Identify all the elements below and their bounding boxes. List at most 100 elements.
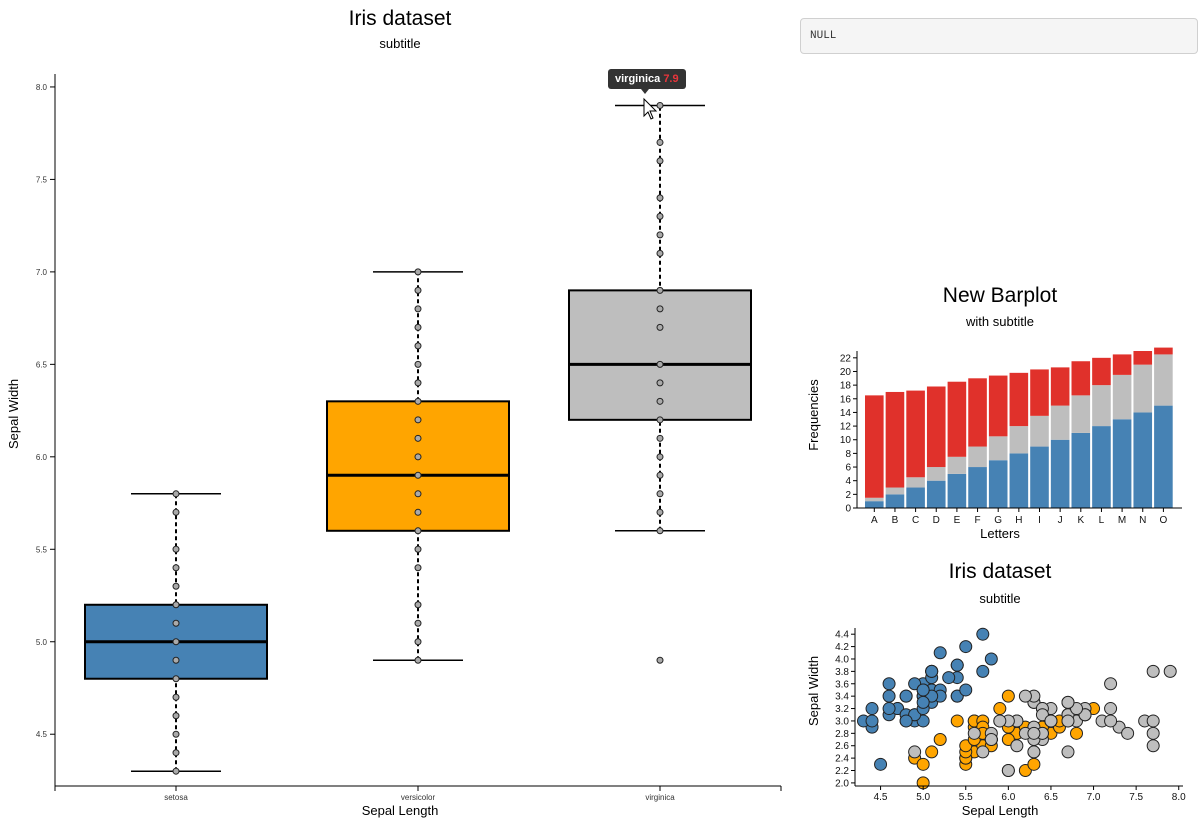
bar-N-grey[interactable] (1133, 364, 1153, 413)
bar-M-blue[interactable] (1112, 419, 1132, 508)
box-point[interactable] (414, 323, 422, 331)
scatter-point-virginica[interactable] (1027, 745, 1041, 759)
scatter-point-setosa[interactable] (882, 677, 896, 691)
box-point[interactable] (656, 379, 664, 387)
scatter-point-versicolor[interactable] (950, 714, 964, 728)
scatter-point-setosa[interactable] (950, 658, 964, 672)
box-point[interactable] (414, 619, 422, 627)
bar-O-red[interactable] (1154, 347, 1173, 355)
bar-D-blue[interactable] (926, 480, 946, 508)
box-point[interactable] (172, 490, 180, 498)
box-point[interactable] (172, 693, 180, 701)
scatter-point-virginica[interactable] (976, 745, 990, 759)
box-point[interactable] (172, 545, 180, 553)
box-point[interactable] (656, 508, 664, 516)
scatter-point-setosa[interactable] (925, 664, 939, 678)
box-point[interactable] (656, 138, 664, 146)
scatter-point-setosa[interactable] (942, 671, 956, 685)
box-point[interactable] (656, 656, 664, 664)
scatter-point-setosa[interactable] (976, 664, 990, 678)
bar-J-red[interactable] (1050, 367, 1070, 406)
box-point[interactable] (172, 582, 180, 590)
scatter-point-virginica[interactable] (1061, 714, 1075, 728)
scatter-point-virginica[interactable] (1146, 664, 1160, 678)
box-point[interactable] (656, 249, 664, 257)
box-point[interactable] (172, 730, 180, 738)
scatter-point-versicolor[interactable] (916, 757, 930, 771)
bar-M-grey[interactable] (1112, 374, 1132, 420)
scatter-point-setosa[interactable] (882, 702, 896, 716)
scatter-point-setosa[interactable] (865, 714, 879, 728)
scatter-point-virginica[interactable] (1061, 745, 1075, 759)
bar-H-red[interactable] (1009, 372, 1029, 427)
box-point[interactable] (656, 286, 664, 294)
scatter-point-versicolor[interactable] (925, 745, 939, 759)
scatter-point-setosa[interactable] (882, 689, 896, 703)
box-point[interactable] (414, 453, 422, 461)
scatter-point-virginica[interactable] (1027, 726, 1041, 740)
bar-B-red[interactable] (885, 391, 905, 488)
scatter-point-virginica[interactable] (993, 714, 1007, 728)
box-point[interactable] (172, 638, 180, 646)
box-point[interactable] (414, 656, 422, 664)
scatter-point-virginica[interactable] (1001, 764, 1015, 778)
scatter-point-virginica[interactable] (1146, 726, 1160, 740)
scatter-point-virginica[interactable] (1104, 677, 1118, 691)
scatter-point-versicolor[interactable] (1070, 726, 1084, 740)
box-point[interactable] (656, 490, 664, 498)
scatter-point-setosa[interactable] (984, 652, 998, 666)
bar-F-blue[interactable] (968, 467, 987, 508)
scatter-point-setosa[interactable] (976, 627, 990, 641)
scatter-point-setosa[interactable] (916, 695, 930, 709)
box-point[interactable] (656, 212, 664, 220)
box-point[interactable] (414, 601, 422, 609)
box-point[interactable] (414, 434, 422, 442)
bar-N-red[interactable] (1133, 351, 1153, 365)
box-point[interactable] (414, 379, 422, 387)
bar-D-grey[interactable] (926, 467, 946, 481)
bar-O-grey[interactable] (1154, 354, 1173, 406)
bar-I-grey[interactable] (1030, 415, 1049, 447)
box-point[interactable] (414, 471, 422, 479)
scatter-point-virginica[interactable] (967, 726, 981, 740)
box-point[interactable] (414, 508, 422, 516)
bar-E-red[interactable] (947, 381, 967, 457)
bar-G-grey[interactable] (988, 436, 1008, 461)
scatter-point-virginica[interactable] (1018, 689, 1032, 703)
box-point[interactable] (414, 564, 422, 572)
scatter-point-setosa[interactable] (959, 640, 973, 654)
scatter-point-virginica[interactable] (1104, 714, 1118, 728)
box-point[interactable] (172, 656, 180, 664)
bar-I-blue[interactable] (1030, 446, 1049, 508)
scatter-point-versicolor[interactable] (1027, 757, 1041, 771)
scatter-point-virginica[interactable] (1010, 739, 1024, 753)
scatter-point-virginica[interactable] (1121, 726, 1135, 740)
bar-E-blue[interactable] (947, 473, 967, 508)
bar-O-blue[interactable] (1154, 405, 1173, 508)
box-point[interactable] (414, 268, 422, 276)
bar-A-red[interactable] (865, 395, 884, 498)
scatter-point-versicolor[interactable] (933, 733, 947, 747)
box-point[interactable] (172, 767, 180, 775)
box-point[interactable] (656, 397, 664, 405)
box-point[interactable] (172, 749, 180, 757)
bar-M-red[interactable] (1112, 354, 1132, 375)
box-point[interactable] (414, 638, 422, 646)
scatter-point-setosa[interactable] (865, 702, 879, 716)
box-point[interactable] (414, 490, 422, 498)
box-point[interactable] (656, 323, 664, 331)
box-point[interactable] (656, 194, 664, 202)
bar-N-blue[interactable] (1133, 412, 1153, 508)
bar-B-grey[interactable] (885, 487, 905, 495)
box-point[interactable] (414, 527, 422, 535)
box-point[interactable] (414, 397, 422, 405)
box-point[interactable] (656, 101, 664, 109)
bar-J-blue[interactable] (1050, 439, 1070, 508)
bar-B-blue[interactable] (885, 494, 905, 508)
box-point[interactable] (656, 471, 664, 479)
box-point[interactable] (656, 453, 664, 461)
scatter-point-virginica[interactable] (1104, 702, 1118, 716)
box-point[interactable] (172, 508, 180, 516)
bar-I-red[interactable] (1030, 369, 1049, 416)
scatter-point-virginica[interactable] (1044, 714, 1058, 728)
